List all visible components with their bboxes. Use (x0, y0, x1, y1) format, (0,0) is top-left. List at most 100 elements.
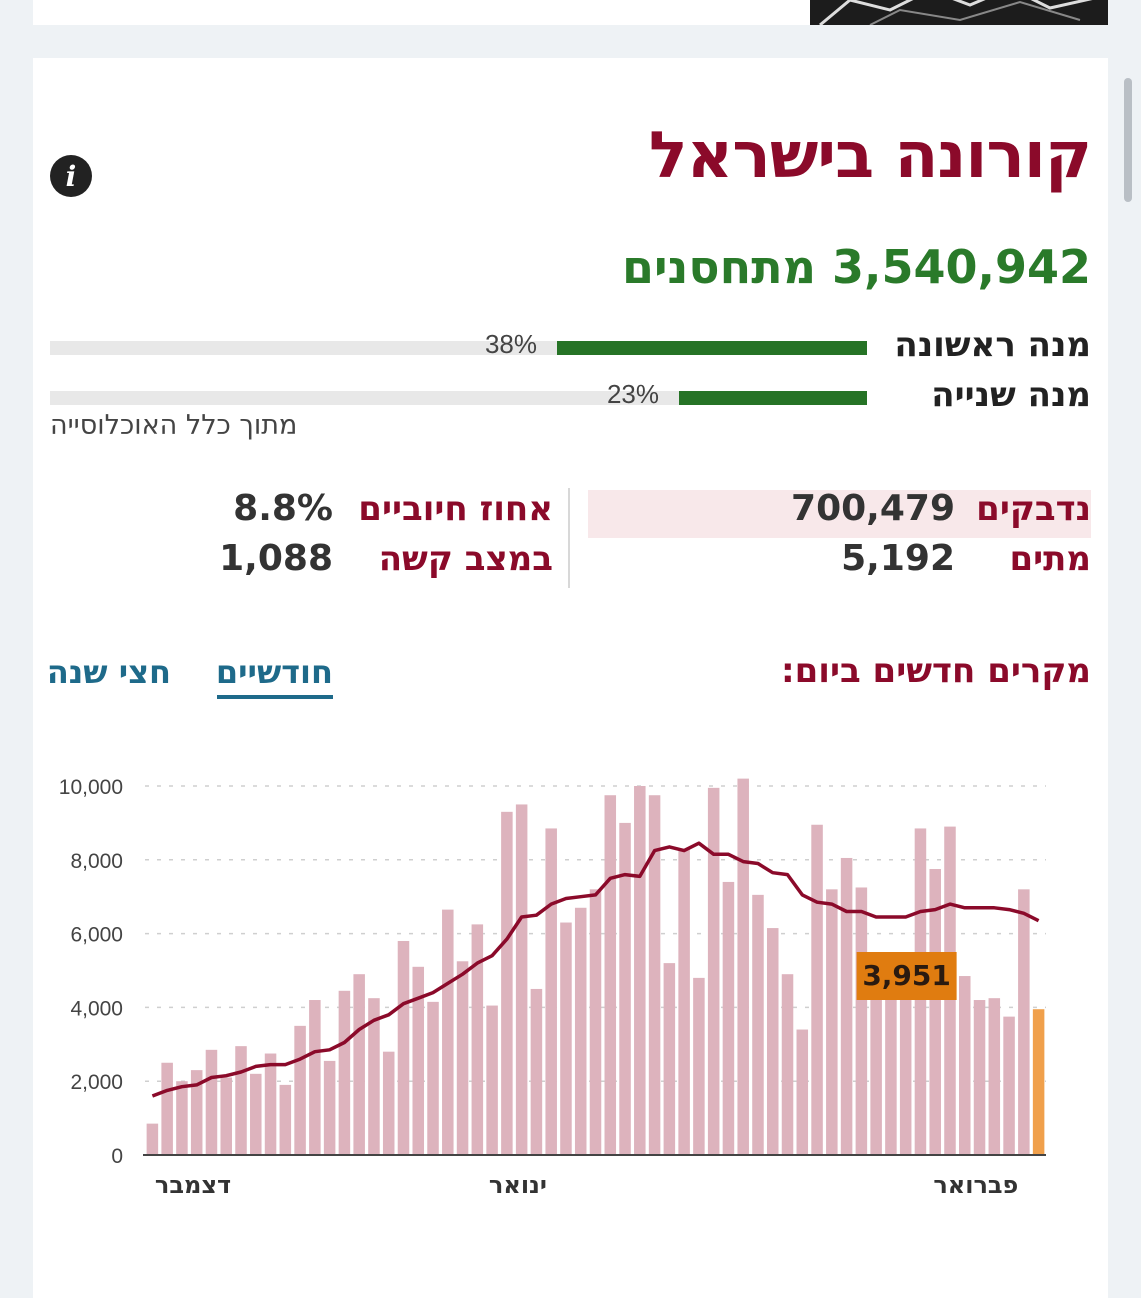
y-tick-label: 6,000 (70, 924, 123, 947)
second-dose-progress-fill (679, 391, 867, 405)
bar (589, 889, 602, 1155)
bar (826, 889, 838, 1155)
new-cases-heading: מקרים חדשים ביום: (781, 651, 1091, 691)
bar (752, 894, 764, 1155)
bar (545, 828, 557, 1155)
y-tick-label: 8,000 (70, 850, 123, 873)
bar (811, 824, 823, 1155)
info-icon[interactable]: i (50, 155, 92, 197)
bar (973, 1000, 986, 1155)
positive-rate-value: 8.8% (233, 488, 333, 529)
latest-bar (1032, 1009, 1045, 1155)
bar (382, 1051, 395, 1155)
bar (205, 1049, 218, 1155)
thumbnail-image (810, 0, 1108, 25)
bar (190, 1070, 203, 1155)
bar (885, 977, 897, 1155)
bar (235, 1046, 247, 1155)
bar (899, 983, 912, 1155)
bar (427, 1001, 439, 1155)
month-label: פברואר (933, 1171, 1018, 1199)
bar (560, 922, 572, 1155)
bar (619, 822, 631, 1155)
bar (959, 976, 971, 1155)
moving-average-line (151, 841, 1040, 1098)
bar (161, 1062, 173, 1155)
page-scrollbar[interactable] (1124, 78, 1132, 202)
bar (250, 1073, 262, 1155)
bar (693, 977, 705, 1155)
population-note: מתוך כלל האוכלוסייה (50, 410, 298, 441)
bar (176, 1081, 188, 1155)
first-dose-progress-fill (557, 341, 867, 355)
bar (368, 998, 380, 1155)
infected-value: 700,479 (791, 488, 955, 529)
first-dose-progress: 38% (50, 331, 867, 357)
severe-value: 1,088 (219, 538, 333, 579)
stats-divider (568, 488, 570, 588)
dead-value: 5,192 (841, 538, 955, 579)
bar (323, 1060, 336, 1155)
bar (574, 907, 587, 1155)
second-dose-progress: 23% (50, 381, 867, 407)
infected-label: נדבקים (976, 489, 1091, 529)
article-thumbnail[interactable] (810, 0, 1108, 25)
bar (353, 974, 365, 1155)
first-dose-label: מנה ראשונה (894, 325, 1091, 365)
bar (471, 924, 484, 1155)
latest-value-badge (856, 952, 957, 1000)
dead-label: מתים (1009, 539, 1091, 579)
bar (766, 928, 779, 1155)
bar (456, 961, 469, 1155)
y-tick-label: 0 (111, 1145, 123, 1168)
bar (722, 881, 735, 1155)
bar (1018, 889, 1030, 1155)
bar (397, 940, 410, 1155)
bar (279, 1084, 292, 1155)
bar (442, 909, 454, 1155)
latest-value-label: 3,951 (862, 959, 951, 992)
previous-article-card[interactable] (33, 0, 1108, 25)
bar (294, 1025, 306, 1155)
bar (840, 857, 853, 1155)
bar (663, 963, 676, 1155)
second-dose-label: מנה שנייה (931, 375, 1091, 415)
bar (678, 848, 690, 1155)
active-tab-indicator (217, 695, 333, 699)
y-tick-label: 4,000 (70, 997, 123, 1020)
first-dose-percent: 38% (484, 329, 537, 359)
bar (988, 998, 1001, 1155)
bar (515, 804, 528, 1155)
bar (486, 1005, 498, 1155)
second-dose-percent: 23% (606, 379, 659, 409)
bar (530, 988, 543, 1155)
new-cases-chart: 0 2,000 4,000 6,000 8,000 10,000 דצמבר ינואר פבר… (33, 758, 1108, 1218)
bar (338, 990, 351, 1155)
bar (648, 795, 661, 1155)
bar (796, 1029, 809, 1155)
tab-half-year[interactable]: חצי שנה (46, 653, 171, 691)
bar (855, 887, 868, 1155)
bar (870, 966, 882, 1155)
month-label: ינואר (489, 1171, 547, 1199)
infected-highlight (588, 490, 1091, 538)
new-cases-chart-svg: 0 2,000 4,000 6,000 8,000 10,000 דצמבר ינואר פבר… (59, 776, 1046, 1199)
positive-rate-label: אחוז חיוביים (358, 489, 553, 529)
bar (781, 974, 794, 1155)
bar (707, 787, 720, 1155)
widget-title: קורונה בישראל (648, 119, 1092, 193)
bar (309, 1000, 321, 1155)
bar (1003, 1016, 1015, 1155)
bar (737, 778, 749, 1155)
y-tick-label: 10,000 (59, 776, 123, 799)
bar (929, 869, 941, 1155)
vaccinated-count: 3,540,942 מתחסנים (621, 240, 1091, 294)
y-tick-label: 2,000 (70, 1071, 123, 1094)
bar (412, 966, 425, 1155)
corona-widget-card: קורונה בישראל i 3,540,942 מתחסנים מנה רא… (33, 58, 1108, 1298)
bar (146, 1123, 159, 1155)
bar (501, 811, 513, 1155)
bar (220, 1077, 232, 1155)
severe-label: במצב קשה (378, 539, 553, 579)
tab-two-months[interactable]: חודשיים (215, 653, 333, 691)
